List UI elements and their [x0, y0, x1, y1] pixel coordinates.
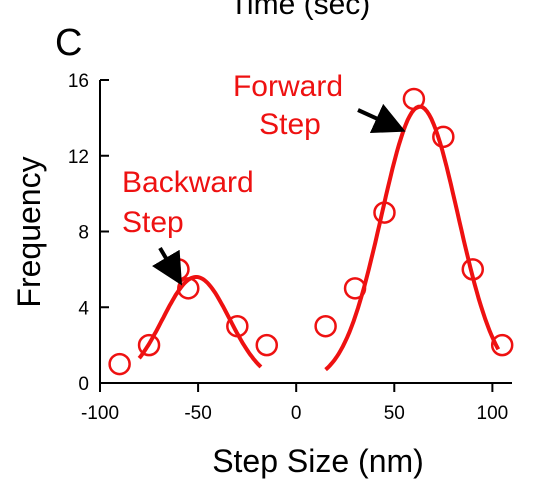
top-cutoff-label: Time (sec) — [230, 0, 371, 21]
y-tick-label: 4 — [78, 298, 89, 319]
data-point-forward — [314, 314, 337, 338]
y-tick-label: 16 — [68, 71, 89, 92]
x-tick-label: -100 — [81, 403, 119, 424]
data-point-backward — [226, 314, 249, 338]
panel-letter: C — [55, 22, 82, 64]
data-point-backward — [108, 352, 131, 376]
data-point-backward — [177, 277, 200, 300]
forward-step-annotation: Forward Step — [233, 70, 406, 141]
backward-step-label-line1: Backward — [122, 166, 254, 199]
backward-step-annotation: Backward Step — [122, 166, 254, 286]
data-point-forward — [402, 87, 426, 111]
y-tick-label: 8 — [78, 223, 89, 244]
fit-curves — [137, 104, 501, 372]
x-ticks: -100 -50 0 50 100 — [81, 383, 508, 424]
x-tick-label: -50 — [184, 403, 211, 424]
data-point-forward — [461, 258, 485, 281]
forward-step-label-line1: Forward — [233, 70, 343, 103]
data-point-forward — [373, 201, 396, 224]
forward-step-arrow — [357, 103, 406, 133]
backward-step-label-line2: Step — [122, 206, 184, 239]
x-tick-label: 0 — [291, 403, 302, 424]
y-tick-label: 12 — [68, 147, 89, 168]
x-tick-label: 50 — [384, 403, 405, 424]
y-tick-label: 0 — [78, 374, 89, 395]
backward-step-arrow — [152, 246, 183, 286]
data-point-forward — [490, 333, 514, 357]
fit-curve-forward — [324, 104, 501, 372]
data-point-forward — [343, 277, 367, 300]
x-tick-label: 100 — [477, 403, 509, 424]
data-point-backward — [255, 333, 279, 357]
y-ticks: 0 4 8 12 16 — [68, 71, 109, 395]
y-axis-label: Frequency — [11, 156, 47, 307]
x-axis-label: Step Size (nm) — [212, 443, 424, 479]
data-point-forward — [432, 125, 455, 149]
fit-curve-backward — [137, 275, 263, 369]
data-point-backward — [137, 333, 161, 357]
forward-step-label-line2: Step — [259, 108, 321, 141]
